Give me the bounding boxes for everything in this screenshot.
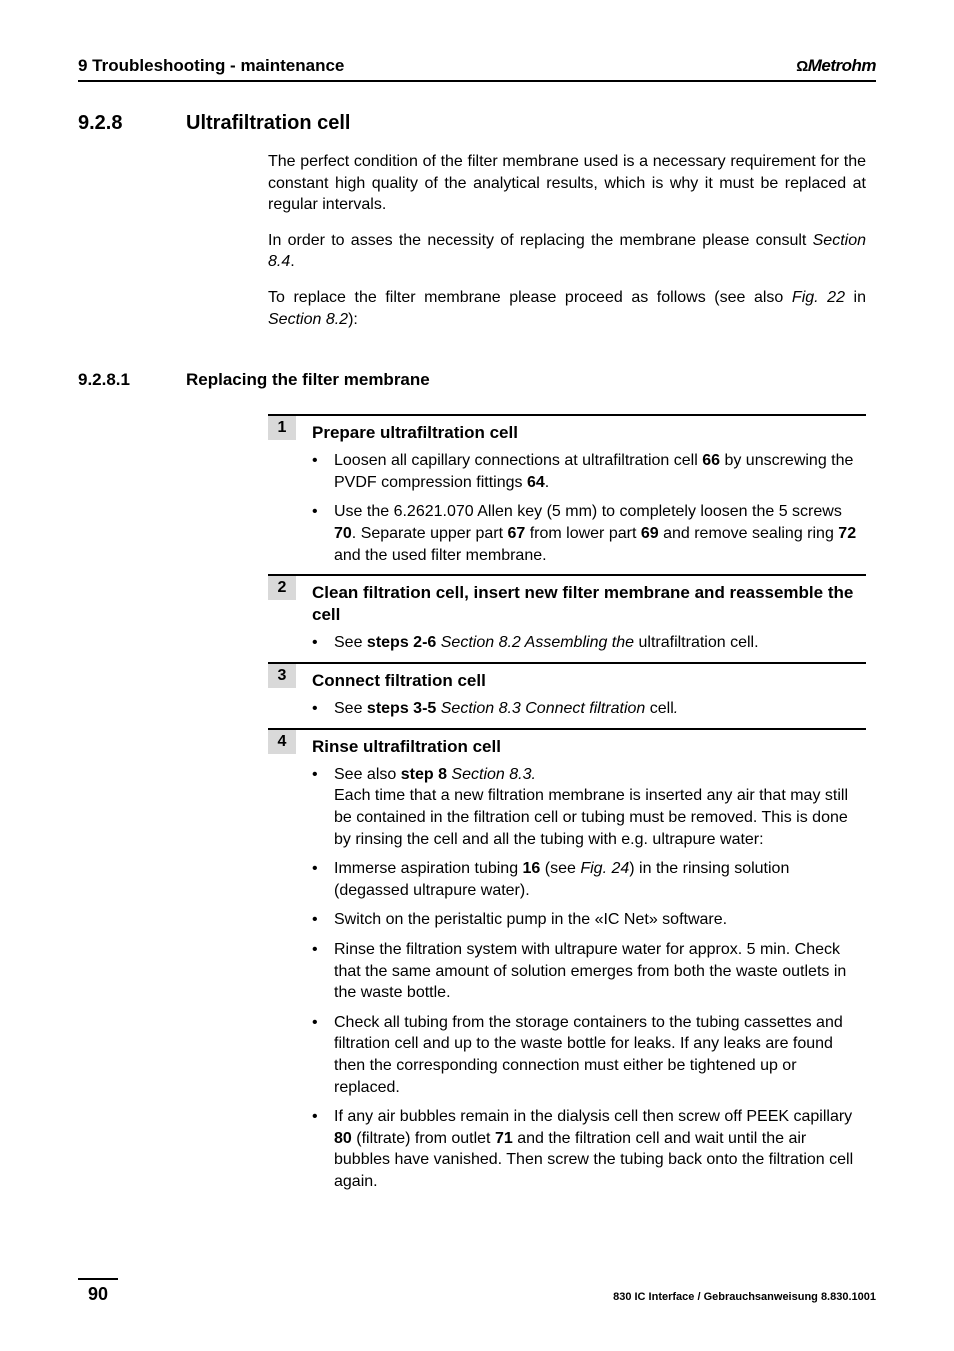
step-3-number: 3 [268,664,296,688]
step-4-number: 4 [268,730,296,754]
page-header: 9 Troubleshooting - maintenance ΩMetrohm [78,56,876,82]
brand-omega-icon: Ω [796,58,808,75]
header-chapter: 9 Troubleshooting - maintenance [78,56,344,76]
list-item: Loosen all capillary connections at ultr… [312,450,866,493]
ref-num: 71 [495,1130,513,1147]
ref-num: 69 [641,525,659,542]
section-number: 9.2.8 [78,112,186,135]
subsection-title: Replacing the filter membrane [186,370,430,390]
ref-num: 64 [527,474,545,491]
para-3-sec: Section 8.2 [268,311,348,328]
bold-text: steps 3-5 [367,700,436,717]
ref-section: Section 8.3 Connect filtration [441,700,646,717]
para-3-end: ): [348,311,358,328]
step-1-title: Prepare ultrafiltration cell [312,422,518,444]
step-1-number: 1 [268,416,296,440]
text: See [334,700,367,717]
text: See [334,634,367,651]
step-3-head: 3 Connect filtration cell [268,662,866,692]
text: Immerse aspiration tubing [334,860,523,877]
ref-num: 80 [334,1130,352,1147]
step-2-number: 2 [268,576,296,600]
section-title: Ultrafiltration cell [186,112,350,135]
steps-container: 1 Prepare ultrafiltration cell Loosen al… [268,414,866,1192]
page-footer: 90 830 IC Interface / Gebrauchsanweisung… [78,1278,876,1305]
text: Use the 6.2621.070 Allen key (5 mm) to c… [334,503,842,520]
step-3-bullets: See steps 3-5 Section 8.3 Connect filtra… [312,698,866,720]
step-4-head: 4 Rinse ultrafiltration cell [268,728,866,758]
ref-num: 16 [523,860,541,877]
ref-num: 67 [507,525,525,542]
text: . [674,700,678,717]
para-2-end: . [290,253,294,270]
ref-num: 70 [334,525,352,542]
text: Each time that a new filtration membrane… [334,787,848,847]
step-1-head: 1 Prepare ultrafiltration cell [268,414,866,444]
text: . [545,474,549,491]
bold-text: steps 2-6 [367,634,436,651]
ref-section: Section 8.3. [451,766,536,783]
page-number: 90 [78,1278,118,1305]
footer-text: 830 IC Interface / Gebrauchsanweisung 8.… [613,1291,876,1303]
step-4-bullets: See also step 8 Section 8.3. Each time t… [312,764,866,1193]
list-item: See steps 3-5 Section 8.3 Connect filtra… [312,698,866,720]
list-item: Immerse aspiration tubing 16 (see Fig. 2… [312,858,866,901]
list-item: See steps 2-6 Section 8.2 Assembling the… [312,632,866,654]
step-3-title: Connect filtration cell [312,670,486,692]
list-item: Check all tubing from the storage contai… [312,1012,866,1098]
brand-name: Metrohm [808,56,876,75]
text: Loosen all capillary connections at ultr… [334,452,702,469]
subsection-number: 9.2.8.1 [78,370,186,390]
para-2: In order to asses the necessity of repla… [268,230,866,273]
text: ultrafiltration cell. [634,634,759,651]
text: cell [645,700,673,717]
text: . Separate upper part [352,525,508,542]
list-item: If any air bubbles remain in the dialysi… [312,1106,866,1192]
text: and the used filter membrane. [334,547,547,564]
ref-section: Section 8.2 Assembling the [441,634,634,651]
step-4-title: Rinse ultrafiltration cell [312,736,501,758]
list-item: See also step 8 Section 8.3. Each time t… [312,764,866,850]
text: and remove sealing ring [659,525,839,542]
step-2-head: 2 Clean filtration cell, insert new filt… [268,574,866,626]
section-928-heading: 9.2.8 Ultrafiltration cell [78,112,876,135]
section-9281-heading: 9.2.8.1 Replacing the filter membrane [78,370,876,390]
list-item: Rinse the filtration system with ultrapu… [312,939,866,1004]
step-2-bullets: See steps 2-6 Section 8.2 Assembling the… [312,632,866,654]
para-3-in: in [845,289,866,306]
para-3: To replace the filter membrane please pr… [268,287,866,330]
ref-num: 72 [838,525,856,542]
text: If any air bubbles remain in the dialysi… [334,1108,852,1125]
step-1-bullets: Loosen all capillary connections at ultr… [312,450,866,566]
text: See also [334,766,401,783]
list-item: Use the 6.2621.070 Allen key (5 mm) to c… [312,501,866,566]
para-1: The perfect condition of the filter memb… [268,151,866,216]
text: from lower part [525,525,641,542]
text: (filtrate) from outlet [352,1130,495,1147]
para-2-text: In order to asses the necessity of repla… [268,232,813,249]
para-3-text: To replace the filter membrane please pr… [268,289,792,306]
section-928-body: The perfect condition of the filter memb… [268,151,866,330]
para-3-fig: Fig. 22 [792,289,845,306]
header-brand: ΩMetrohm [796,56,876,76]
ref-fig: Fig. 24 [580,860,629,877]
list-item: Switch on the peristaltic pump in the «I… [312,909,866,931]
bold-text: step 8 [401,766,447,783]
text: (see [540,860,580,877]
step-2-title: Clean filtration cell, insert new filter… [312,582,866,626]
ref-num: 66 [702,452,720,469]
